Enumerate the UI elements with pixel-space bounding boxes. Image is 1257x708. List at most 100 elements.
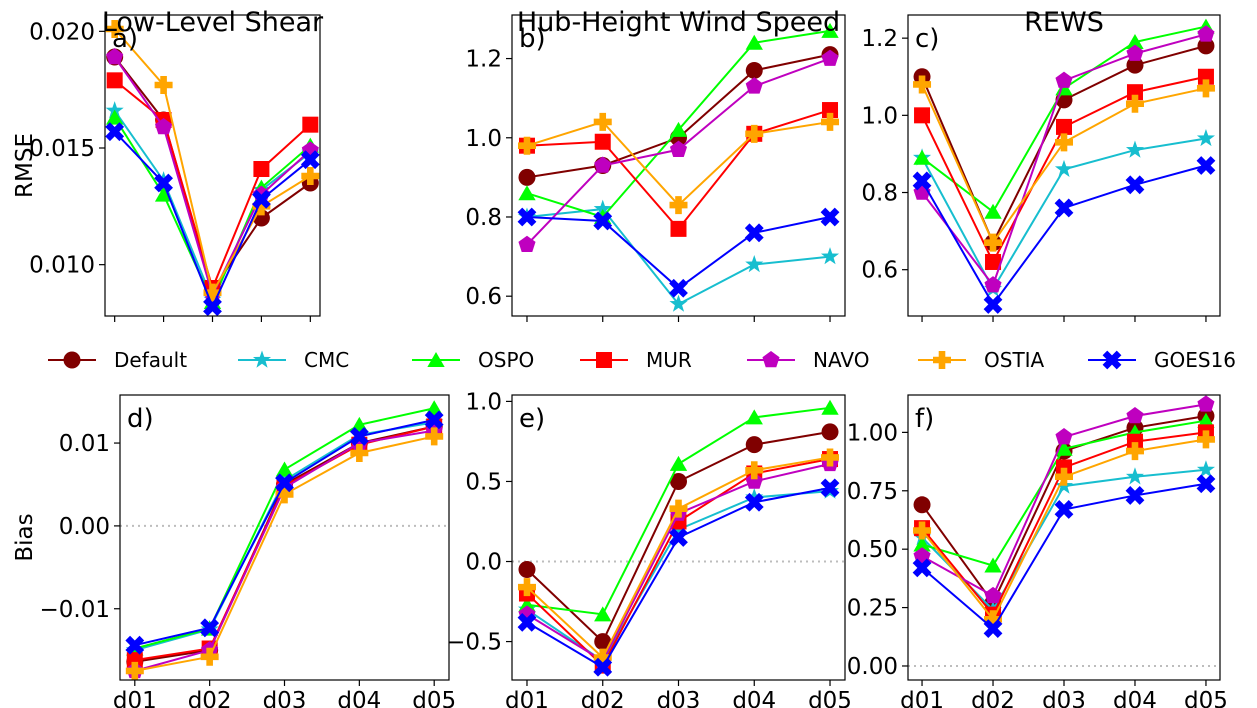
y-axis-label: RMSE [12, 133, 38, 198]
data-point-navo-d05 [1197, 395, 1215, 412]
data-point-ostia-d03 [1055, 133, 1073, 152]
series-line-mur [134, 425, 435, 662]
data-point-goes16-d02 [200, 618, 220, 638]
x-tick-label: d02 [971, 688, 1015, 708]
legend-label: OSTIA [984, 348, 1045, 372]
legend-marker-ostia [933, 351, 951, 369]
data-point-goes16-d03 [1054, 198, 1074, 218]
data-point-ostia-d01 [125, 661, 144, 680]
legend-marker-ospo [427, 352, 445, 367]
data-point-ospo-d02 [154, 186, 173, 202]
data-point-navo-d02 [984, 276, 1002, 293]
data-point-navo-d05 [1197, 25, 1215, 42]
data-point-navo-d03 [669, 140, 688, 157]
data-point-goes16-d04 [1125, 175, 1145, 195]
y-tick-label: 1.2 [465, 47, 502, 73]
data-point-mur-d04 [1126, 84, 1143, 101]
x-tick-label: d03 [657, 688, 701, 708]
panel-label: c) [915, 24, 939, 54]
data-point-mur-d05 [1197, 68, 1214, 85]
data-point-ostia-d05 [1196, 79, 1215, 98]
y-tick-label: 0.6 [861, 258, 898, 284]
data-point-goes16-d05 [820, 207, 840, 227]
data-point-goes16-d04 [1125, 486, 1145, 505]
data-point-ospo-d05 [821, 22, 839, 38]
data-point-ostia-d03 [669, 499, 688, 518]
data-point-ostia-d05 [425, 427, 444, 446]
data-point-ospo-d01 [106, 109, 124, 125]
legend-marker-goes16 [1102, 350, 1122, 370]
panel-label: e) [519, 404, 545, 434]
y-tick-label: 1.00 [847, 420, 898, 446]
panel-b: 0.6 0.8 1.0 1.2 b)Hub-Height Wind Speed [465, 7, 846, 322]
data-point-ostia-d05 [821, 112, 840, 131]
x-tick-label: d04 [1113, 688, 1157, 708]
data-point-ospo-d01 [518, 185, 536, 201]
axes-frame [511, 14, 846, 317]
data-point-goes16-d02 [154, 173, 173, 193]
data-point-goes16-d05 [300, 150, 320, 170]
x-tick-label: d05 [808, 688, 852, 708]
data-point-goes16-d03 [275, 473, 294, 493]
legend-label: OSPO [478, 348, 534, 372]
panel-f: 0.00 0.25 0.50 0.75 1.00 d01 d02 d03 d04 d05 f) [847, 394, 1228, 708]
y-tick-label: 0.01 [59, 431, 110, 457]
y-tick-label: −0.5 [446, 630, 502, 656]
panel-label: a) [112, 24, 138, 54]
data-point-mur-d05 [302, 116, 319, 133]
data-point-goes16-d03 [203, 297, 222, 317]
panel-title: REWS [1024, 7, 1104, 38]
data-point-ospo-d03 [275, 461, 294, 477]
data-point-ospo-d03 [669, 455, 688, 471]
y-tick-label: 0.8 [861, 181, 898, 207]
x-tick-label: d03 [1042, 688, 1086, 708]
data-point-ospo-d01 [913, 536, 931, 552]
data-point-navo-d04 [1126, 407, 1144, 424]
data-point-mur-d04 [253, 161, 270, 177]
y-tick-label: 1.0 [861, 103, 898, 129]
data-point-navo-d05 [821, 49, 839, 66]
legend: Default CMC OSPO MUR NAVO OSTIA GOES16 [48, 348, 1236, 372]
y-axis-label: Bias [12, 513, 38, 561]
data-point-ostia-d01 [517, 578, 536, 597]
data-point-goes16-d03 [669, 278, 688, 298]
data-point-goes16-d05 [424, 410, 444, 430]
data-point-cmc-d04 [1125, 467, 1145, 485]
data-point-goes16-d04 [252, 189, 271, 209]
data-point-ostia-d02 [154, 76, 173, 94]
data-point-default-d03 [670, 472, 687, 490]
data-point-cmc-d03 [1054, 159, 1074, 178]
data-point-ostia-d01 [913, 521, 932, 540]
x-tick-label: d02 [581, 688, 625, 708]
data-point-ostia-d03 [1055, 467, 1073, 486]
data-point-navo-d04 [1126, 44, 1144, 61]
data-point-default-d01 [518, 561, 536, 579]
data-point-ospo-d01 [518, 596, 536, 612]
data-point-ostia-d02 [593, 112, 612, 131]
data-point-goes16-d02 [983, 619, 1003, 639]
data-point-ostia-d01 [517, 136, 536, 155]
data-point-ostia-d04 [350, 443, 369, 462]
data-point-mur-d04 [1126, 433, 1143, 450]
y-tick-label: 0.00 [59, 514, 110, 540]
data-point-goes16-d05 [820, 478, 840, 498]
data-point-ostia-d04 [745, 124, 764, 143]
data-point-goes16-d03 [669, 528, 688, 547]
panel-label: f) [915, 404, 934, 434]
data-point-default-d01 [913, 496, 931, 514]
data-point-goes16-d01 [517, 207, 537, 227]
y-tick-label: −0.01 [40, 597, 110, 623]
data-point-default-d04 [745, 61, 763, 79]
data-point-goes16-d01 [105, 122, 125, 142]
x-tick-label: d03 [263, 688, 307, 708]
data-point-ostia-d03 [203, 283, 222, 302]
legend-entry-cmc: CMC [238, 348, 349, 372]
panel-d: −0.01 0.00 0.01 d01 d02 d03 d04 d05 d) Bias [12, 394, 456, 708]
legend-entry-default: Default [48, 348, 187, 372]
series-line-default [113, 56, 311, 293]
legend-entry-mur: MUR [580, 348, 692, 372]
series-line-ospo [113, 117, 311, 305]
y-tick-label: 0.75 [847, 479, 898, 505]
y-tick-label: 0.020 [29, 19, 95, 45]
